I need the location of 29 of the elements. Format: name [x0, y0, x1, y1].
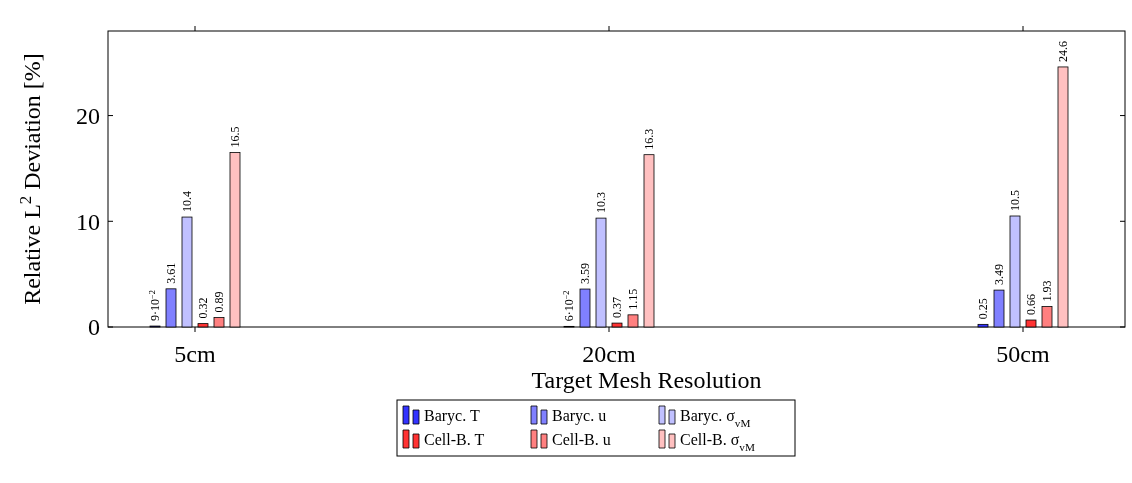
x-tick-label: 20cm: [582, 341, 636, 367]
x-tick-label: 50cm: [996, 341, 1050, 367]
data-label: 1.93: [1040, 280, 1054, 302]
data-label: 3.59: [578, 263, 592, 285]
data-label: 3.49: [992, 264, 1006, 286]
legend-label: Cell-B. T: [424, 431, 485, 448]
x-tick-label: 5cm: [174, 341, 216, 367]
data-label: 10.5: [1008, 190, 1022, 211]
y-tick-label: 20: [76, 102, 100, 129]
data-label: 0.37: [610, 297, 624, 319]
data-label: 1.15: [626, 288, 640, 310]
data-label: 0.32: [196, 297, 210, 319]
data-label: 16.5: [228, 126, 242, 148]
legend-label: Baryc. T: [424, 407, 480, 425]
y-tick-label: 0: [88, 314, 100, 341]
data-label: 24.6: [1056, 40, 1070, 62]
legend-label: Cell-B. u: [552, 431, 611, 448]
data-label: 3.61: [164, 262, 178, 284]
x-axis-title: Target Mesh Resolution: [531, 367, 762, 393]
y-tick-label: 10: [76, 208, 100, 235]
data-label: 0.66: [1024, 294, 1038, 316]
data-label: 0.25: [976, 298, 990, 320]
data-label: 10.3: [594, 192, 608, 214]
data-label: 16.3: [642, 128, 656, 150]
legend-label: Baryc. u: [552, 407, 607, 425]
data-label: 0.89: [212, 291, 226, 313]
legend-label: Cell-B. σ$_{vM}$: [680, 431, 755, 453]
data-label: 10.4: [180, 191, 194, 213]
legend-label: Baryc. σ$_{vM}$: [680, 407, 751, 429]
